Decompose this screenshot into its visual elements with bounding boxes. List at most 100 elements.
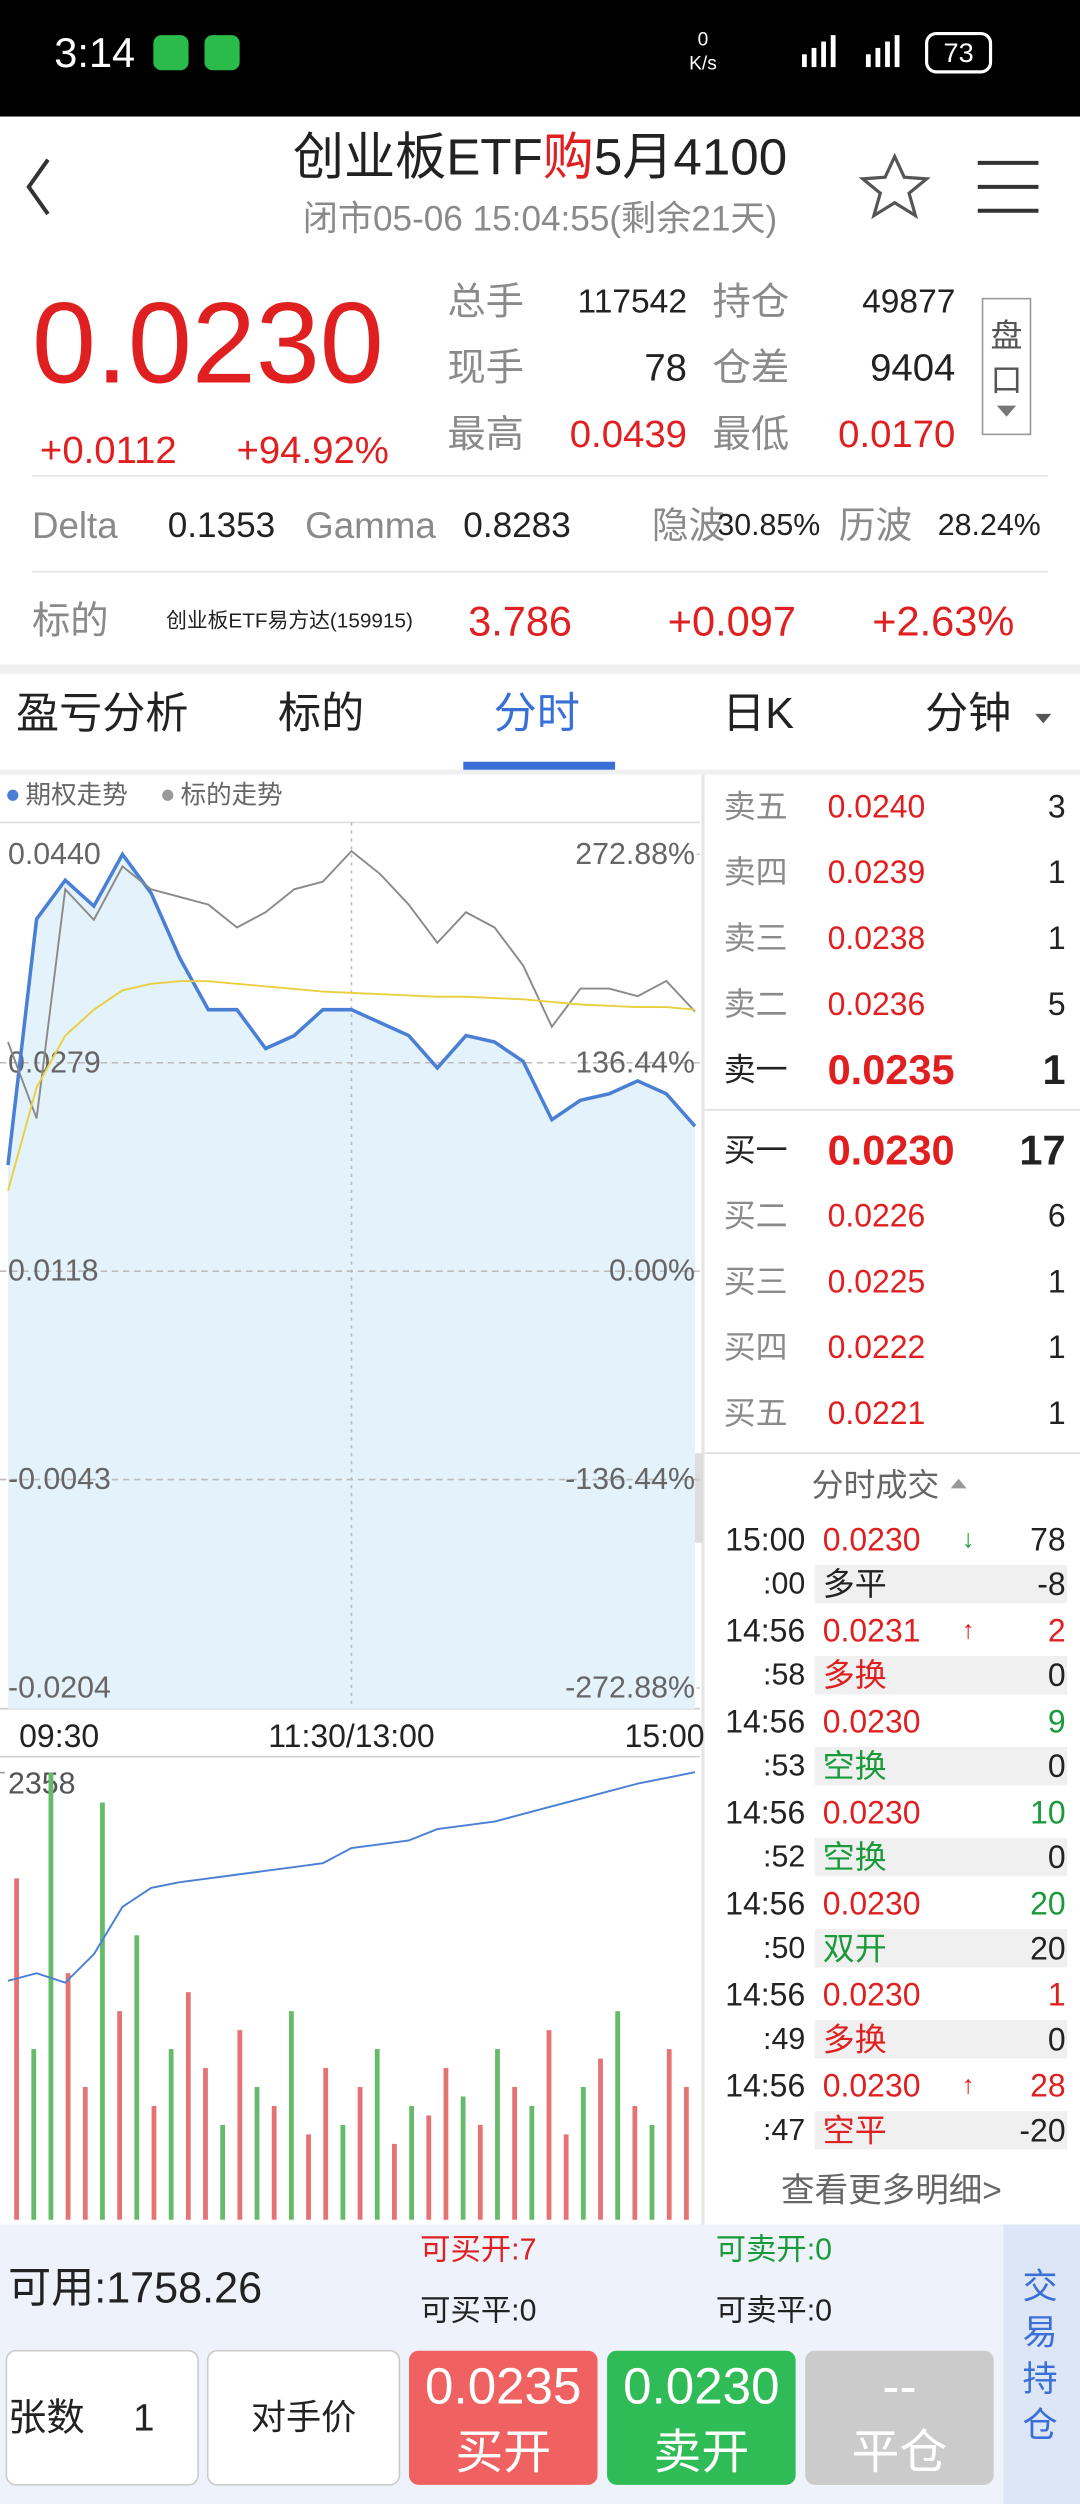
trade-kind: 多换 [823,2021,887,2057]
trade-time: 15:00 [725,1521,805,1557]
book-volume: 1 [1048,920,1066,956]
stat-label: 最高 [447,413,524,456]
book-volume: 1 [1048,1263,1066,1299]
trade-second: :53 [763,1750,805,1783]
tab[interactable]: 日K [722,690,794,738]
book-price: 0.0235 [828,1046,955,1093]
trade-time: 14:56 [725,1704,805,1740]
trade-oi-change: -8 [1037,1566,1065,1602]
book-price: 0.0236 [828,986,926,1022]
signal-icons [802,35,900,68]
depth-toggle-label: 盘 [991,317,1023,353]
last-price: 0.0230 [32,279,384,407]
underlying-label: 标的 [32,600,109,643]
order-button[interactable] [408,2350,598,2485]
greek-label: Gamma [305,505,436,546]
title: 创业板ETF购5月4100 [293,128,787,185]
book-level: 买二 [724,1198,788,1234]
stat-value: 9404 [870,347,955,390]
line [6,851,697,1166]
trade-volume: 10 [1030,1795,1066,1831]
trade-direction: ↓ [962,1525,975,1553]
y-tick-label: 0.0440 [8,838,101,871]
sort-arrow [950,1478,967,1489]
volume-bar [271,2105,277,2220]
price-mode-label: 对手价 [251,2398,356,2437]
side-tab-label: 交 [1022,2267,1057,2306]
qty-input[interactable] [5,2349,199,2486]
book-price: 0.0239 [828,854,926,890]
stat-value: 117542 [578,283,687,320]
volume-bar [546,2030,552,2220]
y2-tick-label: -272.88% [565,1671,695,1704]
depth-toggle-label: 口 [991,362,1023,398]
tab[interactable]: 分时 [494,690,580,738]
dropdown-arrow [1035,713,1052,724]
greek-value: 28.24% [938,509,1041,542]
stat-value: 0.0170 [838,413,955,456]
book-level: 买五 [724,1395,788,1431]
volume-bar [392,2143,397,2220]
subtitle: 闭市05-06 15:04:55(剩余21天) [303,199,778,238]
trade-direction: ↑ [962,1616,975,1644]
book-price: 0.0221 [828,1395,926,1431]
y-tick-label: -0.0043 [8,1463,111,1496]
book-level: 买三 [724,1263,788,1299]
menu-button[interactable] [977,160,1039,213]
title-part: 购 [543,128,594,185]
trades-title: 分时成交 [812,1467,940,1503]
price-mode[interactable] [206,2349,401,2486]
stat-label: 最低 [713,413,790,456]
depth-toggle-arrow [996,405,1017,417]
order-button[interactable] [607,2350,796,2485]
volume-bar [82,2087,88,2220]
button-action: 买开 [455,2426,551,2479]
side-tab[interactable] [1003,2224,1080,2504]
clock: 3:14 [54,29,135,76]
tab[interactable]: 分钟 [925,690,1011,738]
side-tab-label: 仓 [1022,2406,1057,2445]
back-button[interactable] [26,158,50,216]
trade-oi-change: 0 [1048,2021,1066,2057]
volume-bar [529,2105,535,2220]
volume-bar [649,2124,655,2220]
book-level: 卖三 [724,920,788,956]
book-price: 0.0222 [828,1329,926,1365]
tab[interactable]: 盈亏分析 [16,690,188,738]
net-speed-unit: K/s [689,53,717,74]
book-level: 卖一 [724,1052,788,1088]
available-funds: 可用:1758.26 [8,2264,262,2312]
book-volume: 6 [1048,1198,1066,1234]
wechat-icon [153,35,189,71]
stat-label: 总手 [447,280,524,323]
line [7,980,696,1192]
trade-price: 0.0230 [823,1795,921,1831]
volume-bar [512,2087,518,2220]
greek-label: 隐波 [652,505,725,546]
legend-marker [7,789,19,801]
volume-bar [666,2049,672,2220]
volume-bar [254,2087,260,2220]
volume-bar [306,2134,311,2220]
trade-volume: 1 [1048,1977,1066,2013]
panel-divider [701,774,705,2225]
row-stripe [814,1656,1068,1695]
volume-bar [48,1772,54,2220]
qty-label: 张数 [8,2396,85,2439]
book-price: 0.0240 [828,788,926,824]
sell-open-qty: 可卖开:0 [716,2234,832,2267]
tab[interactable]: 标的 [278,690,364,738]
favorite-button[interactable] [858,152,931,220]
y2-tick-label: 272.88% [575,838,695,871]
separator [0,664,1080,674]
trade-price: 0.0230 [823,2068,921,2104]
trade-oi-change: 0 [1048,1748,1066,1784]
stat-value: 49877 [862,283,955,320]
button-action: 平仓 [852,2426,948,2479]
net-speed: 0 [698,29,709,50]
volume-bar [288,2011,294,2220]
book-level: 卖二 [724,986,788,1022]
more-link[interactable]: 查看更多明细> [781,2172,1002,2210]
volume-bar [220,2124,226,2220]
order-button[interactable] [805,2350,994,2485]
